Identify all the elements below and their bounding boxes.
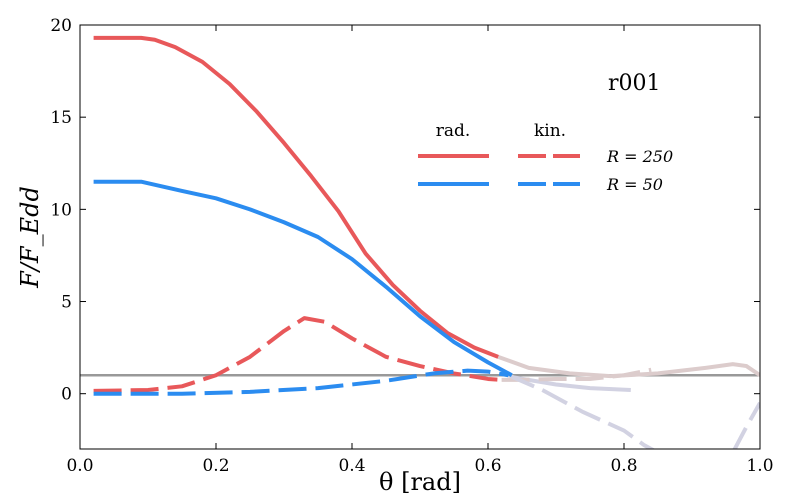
- series-line-1: [93, 179, 513, 378]
- x-tick-label: 0.2: [202, 456, 229, 476]
- y-tick-label: 10: [50, 200, 72, 220]
- legend-col-rad: rad.: [436, 121, 471, 141]
- legend-label-250: R = 250: [606, 147, 673, 166]
- series-line-3: [93, 368, 509, 396]
- y-tick-label: 15: [50, 108, 72, 128]
- series-line-0: [93, 35, 499, 359]
- annotation: r001: [608, 71, 661, 96]
- series-faded-b-3: [732, 401, 760, 449]
- x-tick-label: 0.6: [474, 456, 501, 476]
- x-tick-label: 0.0: [66, 456, 93, 476]
- series-faded-0: [497, 354, 760, 379]
- x-axis-label: θ [rad]: [379, 468, 461, 496]
- y-tick-label: 5: [61, 293, 72, 313]
- series-faded-3: [507, 373, 656, 449]
- legend-col-kin: kin.: [534, 121, 566, 141]
- y-axis-label: F/F_Edd: [16, 186, 44, 289]
- x-tick-label: 0.8: [610, 456, 637, 476]
- x-tick-label: 0.4: [338, 456, 365, 476]
- y-tick-label: 20: [50, 16, 72, 36]
- x-tick-label: 1.0: [746, 456, 773, 476]
- y-tick-label: 0: [61, 385, 72, 405]
- plot-frame: [79, 24, 761, 450]
- legend-label-50: R = 50: [606, 175, 663, 194]
- series-faded-1: [511, 375, 631, 393]
